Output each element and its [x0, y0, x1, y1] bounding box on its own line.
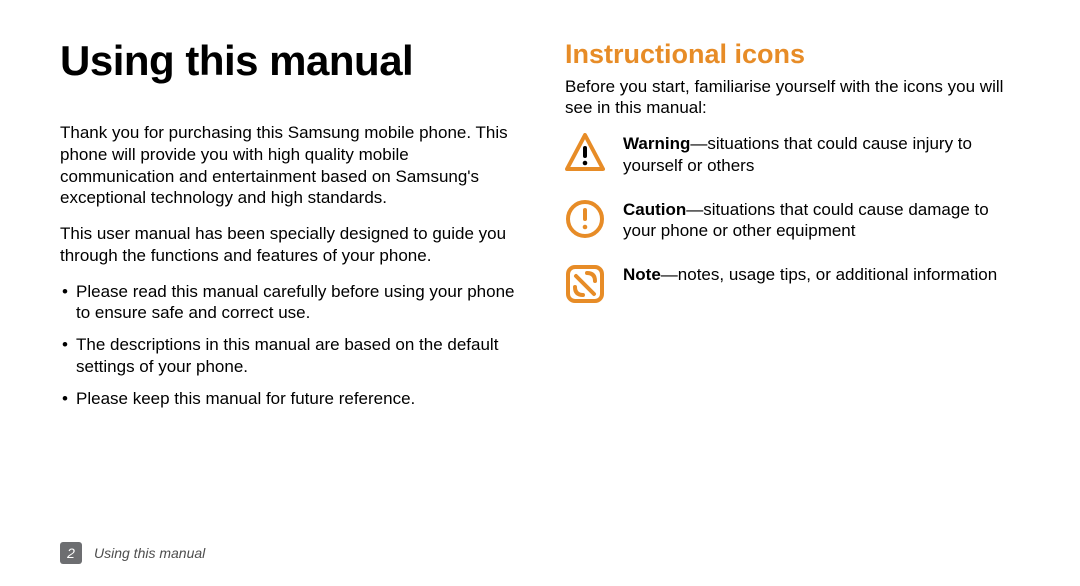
right-column: Instructional icons Before you start, fa…: [565, 40, 1020, 419]
icon-text-warning: Warning—situations that could cause inju…: [623, 133, 1020, 177]
section-title: Instructional icons: [565, 40, 1020, 70]
icon-text-caution: Caution—situations that could cause dama…: [623, 199, 1020, 243]
section-lead: Before you start, familiarise yourself w…: [565, 76, 1020, 120]
footer-section-title: Using this manual: [94, 545, 205, 561]
intro-bullet-list: Please read this manual carefully before…: [60, 281, 515, 410]
note-square-icon: [565, 264, 605, 304]
icon-text-note: Note—notes, usage tips, or additional in…: [623, 264, 997, 286]
page-number: 2: [60, 542, 82, 564]
intro-para-1: Thank you for purchasing this Samsung mo…: [60, 122, 515, 209]
page-title: Using this manual: [60, 40, 515, 82]
left-column: Using this manual Thank you for purchasi…: [60, 40, 515, 419]
warning-triangle-icon: [565, 133, 605, 173]
intro-para-2: This user manual has been specially desi…: [60, 223, 515, 267]
icon-row-caution: Caution—situations that could cause dama…: [565, 199, 1020, 243]
list-item: Please read this manual carefully before…: [60, 281, 515, 325]
icon-row-warning: Warning—situations that could cause inju…: [565, 133, 1020, 177]
list-item: The descriptions in this manual are base…: [60, 334, 515, 378]
icon-row-note: Note—notes, usage tips, or additional in…: [565, 264, 1020, 304]
caution-circle-icon: [565, 199, 605, 239]
list-item: Please keep this manual for future refer…: [60, 388, 515, 410]
page-footer: 2 Using this manual: [60, 542, 205, 564]
